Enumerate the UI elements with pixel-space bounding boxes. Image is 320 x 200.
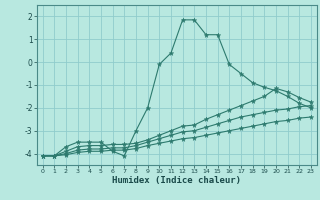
X-axis label: Humidex (Indice chaleur): Humidex (Indice chaleur) [112, 176, 241, 185]
